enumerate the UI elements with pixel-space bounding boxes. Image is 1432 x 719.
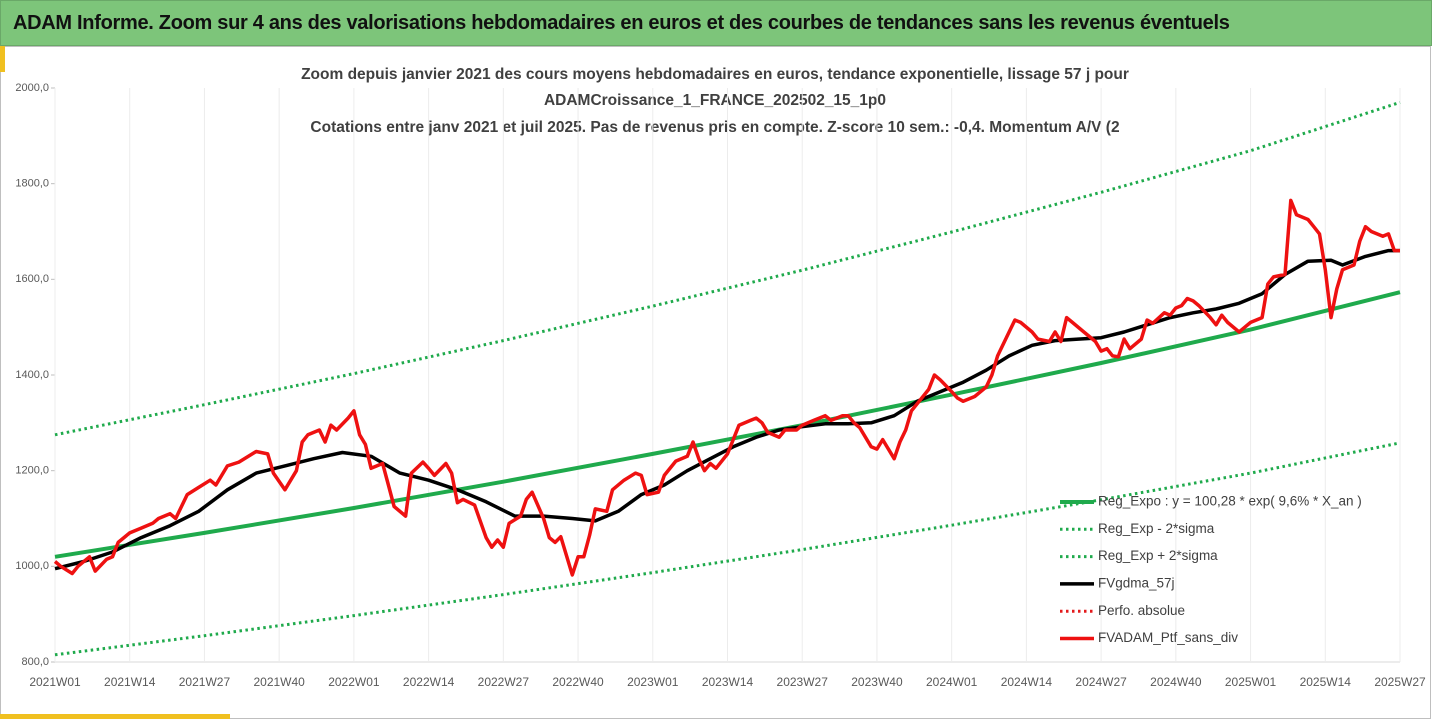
x-tick-label: 2023W27: [777, 675, 829, 689]
legend-label: Reg_Exp + 2*sigma: [1098, 548, 1218, 563]
x-tick-label: 2021W01: [29, 675, 81, 689]
x-tick-label: 2025W14: [1300, 675, 1352, 689]
x-tick-label: 2023W01: [627, 675, 679, 689]
legend-label: Perfo. absolue: [1098, 603, 1185, 618]
y-tick-label: 1200,0: [15, 465, 49, 477]
x-tick-label: 2025W27: [1374, 675, 1426, 689]
y-tick-label: 800,0: [21, 656, 49, 668]
y-tick-label: 1600,0: [15, 273, 49, 285]
x-tick-label: 2024W14: [1001, 675, 1053, 689]
x-tick-label: 2024W27: [1075, 675, 1127, 689]
chart-title: Zoom depuis janvier 2021 des cours moyen…: [301, 66, 1129, 83]
series-line: [54, 441, 1401, 657]
y-tick-label: 1000,0: [15, 560, 49, 572]
x-tick-label: 2024W40: [1150, 675, 1202, 689]
chart-title: ADAMCroissance_1_FRANCE_202502_15_1p0: [544, 92, 886, 109]
series-line: [53, 198, 1400, 577]
y-tick-label: 2000,0: [15, 82, 49, 94]
x-tick-label: 2022W14: [403, 675, 455, 689]
header-title: ADAM Informe. Zoom sur 4 ans des valoris…: [13, 12, 1230, 34]
series-line: [54, 100, 1401, 437]
x-tick-label: 2022W40: [552, 675, 604, 689]
accent: [0, 714, 230, 719]
x-tick-label: 2024W01: [926, 675, 978, 689]
x-tick-label: 2021W14: [104, 675, 156, 689]
chart-frame: [0, 46, 1431, 719]
x-tick-label: 2023W40: [851, 675, 903, 689]
legend-label: Reg_Expo : y = 100,28 * exp( 9,6% * X_an…: [1098, 494, 1362, 509]
y-tick-label: 1800,0: [15, 178, 49, 190]
x-tick-label: 2021W27: [179, 675, 231, 689]
x-tick-label: 2021W40: [253, 675, 305, 689]
legend-label: FVgdma_57j: [1098, 575, 1175, 590]
x-tick-label: 2022W27: [478, 675, 530, 689]
x-tick-label: 2022W01: [328, 675, 380, 689]
legend-label: Reg_Exp - 2*sigma: [1098, 521, 1215, 536]
accent: [0, 46, 5, 72]
header-bar: ADAM Informe. Zoom sur 4 ans des valoris…: [0, 0, 1432, 46]
y-tick-label: 1400,0: [15, 369, 49, 381]
legend-label: FVADAM_Ptf_sans_div: [1098, 630, 1238, 645]
chart: Zoom depuis janvier 2021 des cours moyen…: [0, 46, 1431, 719]
series-line: [54, 290, 1401, 559]
x-tick-label: 2025W01: [1225, 675, 1277, 689]
x-tick-label: 2023W14: [702, 675, 754, 689]
chart-title: Cotations entre janv 2021 et juil 2025. …: [310, 119, 1119, 136]
